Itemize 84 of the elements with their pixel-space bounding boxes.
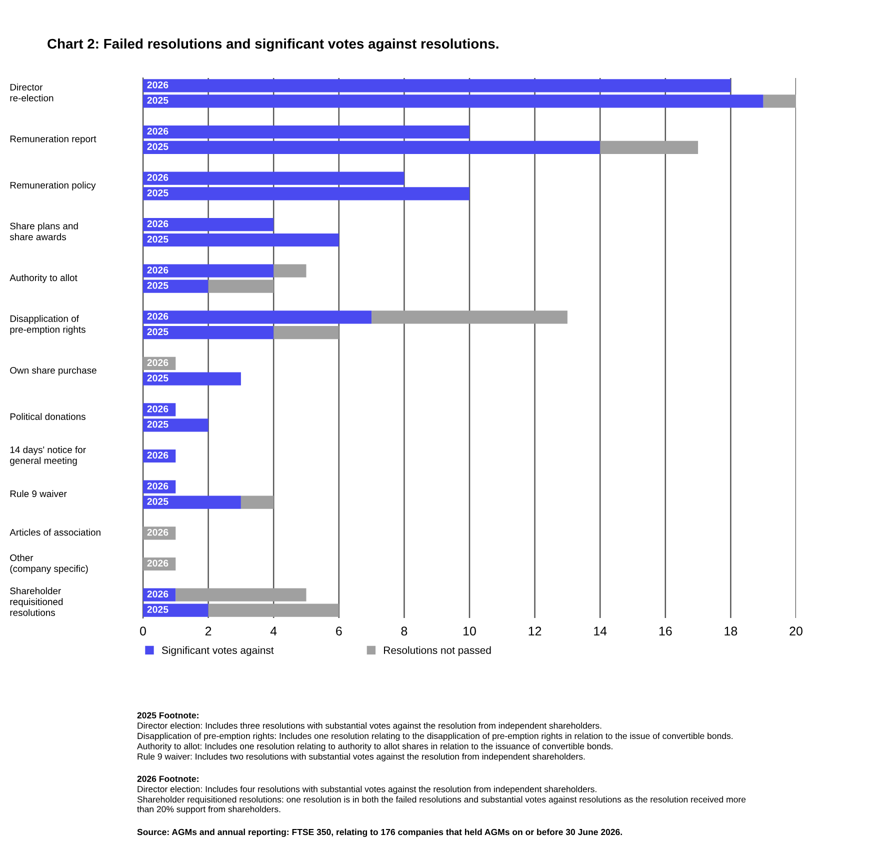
x-tick-label: 2 bbox=[205, 626, 212, 636]
bar bbox=[274, 264, 306, 278]
y-tick-label: 2025 bbox=[147, 96, 168, 104]
y-tick-label: 2026 bbox=[147, 128, 168, 135]
y-tick-label: 2026 bbox=[147, 81, 168, 88]
y-tick-label: 2026 bbox=[147, 452, 168, 459]
y-tick-label: 2026 bbox=[147, 266, 168, 274]
bar bbox=[600, 140, 698, 154]
text: Disapplication of pre-emption rights bbox=[10, 315, 86, 335]
bar bbox=[143, 94, 764, 108]
y-tick-label: 2026 bbox=[147, 312, 168, 320]
text: Authority to allot: Includes one resolution relating to authority to allot shares in relation to the issuance of convertible bonds. bbox=[137, 742, 612, 752]
x-tick-label: 12 bbox=[528, 626, 542, 636]
bar bbox=[143, 418, 208, 432]
bar bbox=[143, 280, 208, 293]
bar bbox=[143, 372, 241, 386]
bar bbox=[143, 264, 274, 278]
x-tick-label: 4 bbox=[270, 626, 277, 636]
text: Director re-election bbox=[10, 84, 54, 102]
bar bbox=[143, 218, 274, 232]
y-tick-label: 2025 bbox=[147, 282, 168, 289]
text: Articles of association bbox=[10, 528, 100, 536]
bar bbox=[143, 310, 372, 324]
y-tick-label: 2025 bbox=[147, 328, 168, 336]
text: Remuneration report bbox=[10, 135, 96, 144]
bar bbox=[143, 172, 404, 185]
y-tick-label: 2026 bbox=[147, 174, 168, 181]
y-tick-label: 2025 bbox=[147, 420, 168, 428]
y-tick-label: 2025 bbox=[147, 189, 168, 196]
bar bbox=[143, 496, 241, 509]
text: Rule 9 waiver: Includes two resolutions with substantial votes against the resolution from independent shareholders. bbox=[138, 753, 585, 762]
y-tick-label: 2026 bbox=[147, 590, 168, 598]
y-tick-label: 2026 bbox=[147, 528, 168, 536]
text: Shareholder requisitioned resolutions bbox=[10, 587, 63, 616]
text: Director election: Includes three resolutions with substantial votes against the resolution from independent shareholders. bbox=[138, 722, 602, 730]
text: Authority to allot bbox=[10, 274, 78, 283]
x-tick-label: 10 bbox=[464, 626, 476, 636]
y-tick-label: 2026 bbox=[147, 359, 168, 366]
text: 14 days' notice for general meeting bbox=[10, 446, 86, 466]
bar bbox=[143, 125, 470, 139]
text: Remuneration policy bbox=[10, 182, 96, 190]
y-tick-label: 2025 bbox=[147, 236, 168, 243]
y-tick-label: 2025 bbox=[147, 606, 168, 613]
bar bbox=[208, 280, 274, 293]
bar bbox=[176, 588, 306, 602]
bar bbox=[208, 604, 339, 617]
y-tick-label: 2025 bbox=[147, 143, 168, 150]
y-tick-label: 2026 bbox=[147, 482, 168, 490]
x-tick-label: 18 bbox=[724, 626, 738, 636]
bar bbox=[240, 496, 274, 509]
source-note: Source: AGMs and annual reporting: FTSE 350, relating to 176 companies that held AGMs on or before 30 June 2026. bbox=[137, 828, 622, 837]
legend-label: Resolutions not passed bbox=[384, 646, 491, 656]
bar bbox=[143, 79, 731, 92]
legend-label: Significant votes against bbox=[162, 646, 274, 656]
text: Rule 9 waiver bbox=[10, 490, 67, 498]
chart-title: Chart 2: Failed resolutions and significant votes against resolutions. bbox=[48, 38, 498, 52]
text: Own share purchase bbox=[10, 366, 96, 376]
y-tick-label: 2025 bbox=[147, 498, 168, 505]
x-tick-label: 20 bbox=[790, 626, 802, 636]
bar bbox=[143, 187, 470, 200]
y-tick-label: 2026 bbox=[147, 220, 168, 228]
text: 2026 Footnote: bbox=[137, 776, 198, 782]
y-tick-label: 2026 bbox=[147, 560, 168, 567]
x-tick-label: 0 bbox=[140, 626, 146, 636]
text: 2025 Footnote: bbox=[137, 712, 198, 718]
y-tick-label: 2026 bbox=[147, 405, 168, 412]
text: Share plans and share awards bbox=[10, 222, 78, 240]
x-tick-label: 14 bbox=[594, 626, 607, 636]
y-tick-label: 2025 bbox=[147, 374, 168, 382]
x-tick-label: 16 bbox=[659, 626, 672, 636]
x-tick-label: 8 bbox=[401, 626, 408, 636]
text: Political donations bbox=[10, 413, 86, 420]
bar bbox=[143, 604, 208, 617]
bar bbox=[143, 233, 339, 247]
bar bbox=[763, 94, 796, 108]
text: Shareholder requisitioned resolutions: one resolution is in both the failed resolutions and substantial votes against resolutions as the resolution received more than 20% support from shareholders. bbox=[137, 796, 746, 814]
text: Director election: Includes four resolutions with substantial votes against the resolution from independent shareholders. bbox=[138, 786, 596, 794]
x-tick-label: 6 bbox=[336, 626, 342, 636]
bar bbox=[372, 310, 568, 324]
bar bbox=[143, 140, 600, 154]
bar bbox=[143, 326, 274, 340]
bar bbox=[274, 326, 339, 340]
text: Other (company specific) bbox=[10, 554, 88, 574]
text: Disapplication of pre-emption rights: Includes one resolution relating to the disapplication of pre-emption rights in relation to the issue of convertible bonds. bbox=[138, 732, 733, 741]
